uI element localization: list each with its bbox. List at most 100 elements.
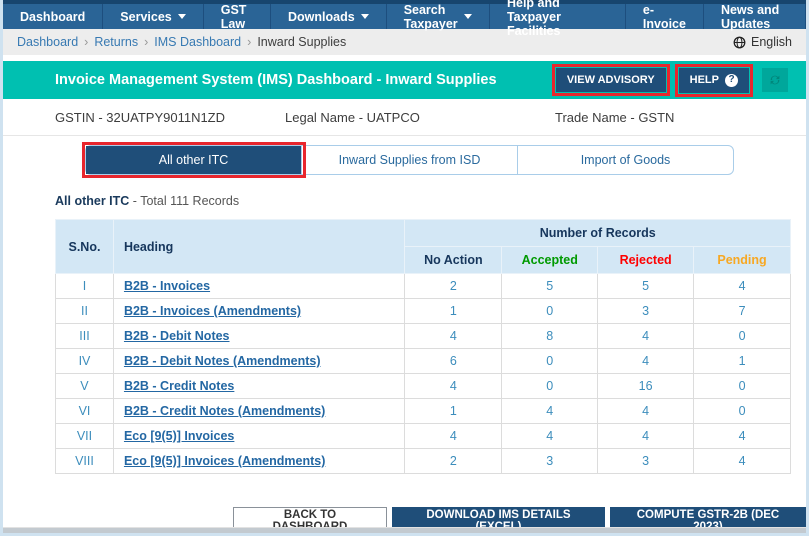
count-link[interactable]: 4 (449, 429, 457, 443)
refresh-icon (770, 75, 780, 85)
count-link[interactable]: 0 (546, 379, 554, 393)
nav-item-downloads[interactable]: Downloads (271, 4, 387, 29)
count-link[interactable]: 3 (642, 304, 650, 318)
table-row: V B2B - Credit Notes 4 0 16 0 (55, 373, 791, 399)
count-link[interactable]: 0 (546, 354, 554, 368)
row-no-action-count: 1 (404, 398, 503, 424)
help-button[interactable]: HELP ? (674, 63, 754, 97)
count-link[interactable]: 4 (546, 404, 554, 418)
heading-link[interactable]: B2B - Invoices (Amendments) (123, 304, 302, 318)
globe-icon (733, 36, 746, 48)
heading-link[interactable]: B2B - Invoices (123, 279, 211, 293)
tab-all-other-itc[interactable]: All other ITC (82, 142, 306, 178)
nav-item-services[interactable]: Services (103, 4, 204, 29)
table-row: IV B2B - Debit Notes (Amendments) 6 0 4 1 (55, 348, 791, 374)
row-heading: B2B - Invoices (Amendments) (112, 298, 406, 324)
heading-link[interactable]: Eco [9(5)] Invoices (123, 429, 235, 443)
count-link[interactable]: 7 (738, 304, 746, 318)
row-pending-count: 0 (693, 323, 791, 349)
breadcrumb-separator: › (247, 35, 252, 49)
count-link[interactable]: 6 (449, 354, 457, 368)
row-rejected-count: 4 (597, 348, 695, 374)
row-accepted-count: 0 (501, 373, 599, 399)
count-link[interactable]: 4 (738, 454, 746, 468)
nav-item-news-and-updates[interactable]: News and Updates (704, 3, 806, 31)
nav-item-help-and-taxpayer-facilities[interactable]: Help and Taxpayer Facilities (490, 0, 626, 38)
table-row: VI B2B - Credit Notes (Amendments) 1 4 4 0 (55, 398, 791, 424)
count-link[interactable]: 4 (642, 329, 650, 343)
count-link[interactable]: 16 (638, 379, 653, 393)
row-heading: Eco [9(5)] Invoices (Amendments) (112, 448, 406, 474)
nav-item-e-invoice[interactable]: e-Invoice (626, 2, 704, 31)
view-advisory-button[interactable]: VIEW ADVISORY (551, 64, 670, 96)
count-link[interactable]: 2 (449, 279, 457, 293)
top-navigation: Dashboard Services GST Law Downloads Search … (3, 0, 806, 38)
language-label: English (751, 35, 792, 49)
row-no-action-count: 1 (404, 298, 503, 324)
row-sno: VI (55, 398, 114, 424)
help-question-icon: ? (725, 73, 738, 87)
nav-item-dashboard[interactable]: Dashboard (3, 4, 104, 29)
nav-item-label: Search Taxpayer (403, 2, 458, 31)
tab-inward-supplies-from-isd[interactable]: Inward Supplies from ISD (302, 146, 518, 174)
breadcrumb-link[interactable]: IMS Dashboard (154, 35, 242, 49)
count-link[interactable]: 5 (546, 279, 554, 293)
table-row: II B2B - Invoices (Amendments) 1 0 3 7 (55, 298, 791, 324)
heading-link[interactable]: B2B - Debit Notes (Amendments) (123, 354, 321, 368)
row-heading: Eco [9(5)] Invoices (112, 423, 406, 449)
count-link[interactable]: 4 (449, 379, 457, 393)
nav-item-gst-law[interactable]: GST Law (204, 3, 272, 31)
row-pending-count: 0 (693, 398, 791, 424)
breadcrumb-link[interactable]: Returns (94, 35, 139, 49)
count-link[interactable]: 5 (642, 279, 650, 293)
tab-import-of-goods[interactable]: Import of Goods (580, 153, 671, 167)
count-link[interactable]: 8 (546, 329, 554, 343)
count-link[interactable]: 4 (642, 354, 650, 368)
count-link[interactable]: 3 (642, 454, 650, 468)
section-title: All other ITC - Total 111 Records (55, 194, 806, 208)
row-accepted-count: 5 (501, 273, 599, 299)
count-link[interactable]: 4 (738, 279, 746, 293)
count-link[interactable]: 0 (546, 304, 554, 318)
row-sno-value: II (80, 304, 88, 318)
count-link[interactable]: 4 (738, 429, 746, 443)
nav-item-label: e-Invoice (642, 2, 686, 31)
itc-tabs: All other ITC Inward Supplies from ISD Imp… (82, 142, 734, 178)
heading-link[interactable]: Eco [9(5)] Invoices (Amendments) (123, 454, 326, 468)
col-header-group: Number of Records (404, 219, 791, 247)
count-link[interactable]: 0 (738, 329, 746, 343)
count-link[interactable]: 4 (546, 429, 554, 443)
language-selector[interactable]: English (733, 35, 792, 49)
count-link[interactable]: 0 (738, 404, 746, 418)
row-rejected-count: 5 (597, 273, 695, 299)
count-link[interactable]: 3 (546, 454, 554, 468)
row-heading: B2B - Invoices (112, 273, 406, 299)
count-link[interactable]: 4 (642, 429, 650, 443)
count-link[interactable]: 4 (449, 329, 457, 343)
row-sno-value: V (80, 379, 89, 393)
breadcrumb-trail: Dashboard › Returns › IMS Dashboard › Inward S… (17, 35, 346, 49)
breadcrumb-link[interactable]: Dashboard (17, 35, 79, 49)
row-heading: B2B - Debit Notes (Amendments) (112, 348, 406, 374)
heading-link[interactable]: B2B - Credit Notes (123, 379, 235, 393)
row-pending-count: 4 (693, 448, 791, 474)
count-link[interactable]: 1 (738, 354, 746, 368)
row-sno: VII (55, 423, 114, 449)
count-link[interactable]: 0 (738, 379, 746, 393)
row-no-action-count: 4 (404, 323, 503, 349)
count-link[interactable]: 4 (642, 404, 650, 418)
row-sno: V (55, 373, 114, 399)
count-link[interactable]: 1 (449, 404, 457, 418)
count-link[interactable]: 2 (449, 454, 457, 468)
row-pending-count: 7 (693, 298, 791, 324)
heading-link[interactable]: B2B - Credit Notes (Amendments) (123, 404, 326, 418)
heading-link[interactable]: B2B - Debit Notes (123, 329, 230, 343)
row-rejected-count: 4 (597, 323, 695, 349)
col-header-heading: Heading (112, 219, 406, 274)
row-rejected-count: 3 (597, 298, 695, 324)
chevron-down-icon (463, 14, 472, 19)
nav-item-search-taxpayer[interactable]: Search Taxpayer (387, 2, 490, 31)
refresh-button[interactable] (762, 68, 788, 92)
count-link[interactable]: 1 (449, 304, 457, 318)
